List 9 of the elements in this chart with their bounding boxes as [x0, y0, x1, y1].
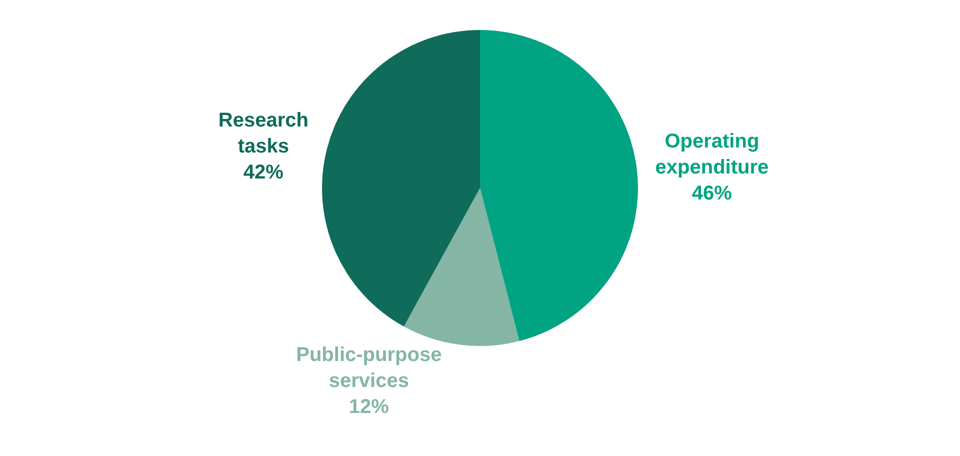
- slice-label: Operating expenditure: [655, 130, 769, 179]
- slice-label: Research tasks: [218, 109, 308, 158]
- pie-slice: [404, 188, 520, 346]
- slice-label: Public-purpose services: [296, 344, 442, 392]
- data-label: 46%: [692, 182, 732, 205]
- data-label: 42%: [243, 161, 284, 184]
- pie-slice: [322, 30, 480, 326]
- data-label: 12%: [348, 396, 390, 418]
- pie-slice: [480, 30, 638, 342]
